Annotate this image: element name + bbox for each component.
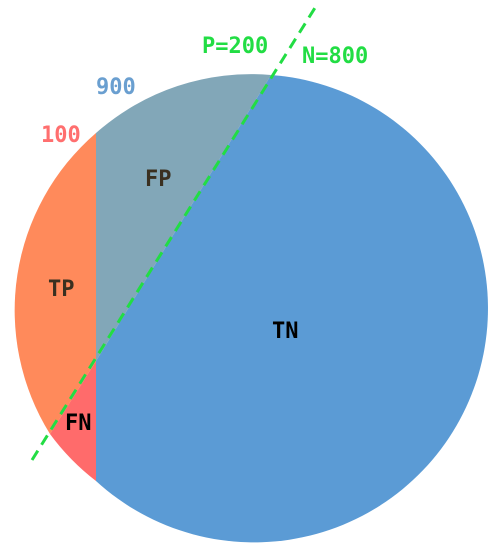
tn-label: TN <box>272 319 299 344</box>
predicted-positive-label: P=200 <box>202 34 268 59</box>
positive-total-label: 100 <box>41 123 81 148</box>
predicted-negative-label: N=800 <box>302 44 368 69</box>
tp-label: TP <box>48 277 75 302</box>
negative-total-label: 900 <box>96 75 136 100</box>
tn-region <box>96 75 488 543</box>
fn-label: FN <box>65 411 92 436</box>
fn-region <box>50 361 96 481</box>
tp-region <box>14 133 96 434</box>
fp-label: FP <box>145 167 172 192</box>
